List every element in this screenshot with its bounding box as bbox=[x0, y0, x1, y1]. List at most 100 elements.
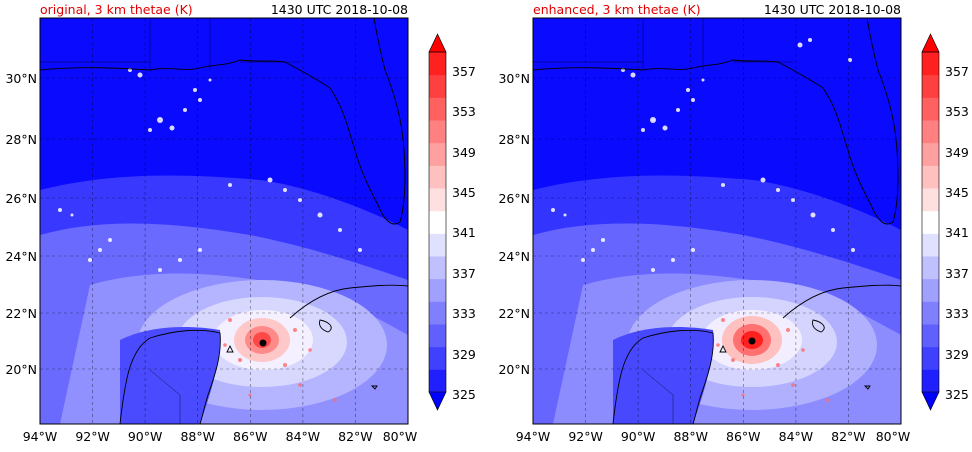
colorbar-band bbox=[429, 301, 446, 325]
colorbar-band bbox=[922, 210, 939, 234]
colorbar-band bbox=[922, 324, 939, 348]
storm-center-marker bbox=[748, 337, 756, 345]
colorbar-tick: 345 bbox=[452, 185, 476, 200]
latitude-labels: 30°N 28°N 26°N 24°N 22°N 20°N bbox=[498, 71, 530, 377]
panel-timestamp: 1430 UTC 2018-10-08 bbox=[764, 2, 901, 17]
colorbar-tick: 333 bbox=[945, 306, 969, 321]
colorbar-band bbox=[922, 120, 939, 144]
colorbar-band bbox=[922, 301, 939, 325]
thetae-field bbox=[533, 18, 901, 424]
lat-label: 30°N bbox=[5, 71, 37, 86]
colorbar-band bbox=[922, 188, 939, 212]
colorbar-tick: 329 bbox=[945, 347, 969, 362]
colorbar-band bbox=[922, 256, 939, 280]
lat-label: 20°N bbox=[5, 362, 37, 377]
colorbar-band bbox=[922, 233, 939, 257]
colorbar-frame bbox=[428, 51, 447, 393]
colorbar-tick: 325 bbox=[945, 387, 969, 402]
lat-label: 20°N bbox=[498, 362, 530, 377]
colorbar-tick: 337 bbox=[945, 266, 969, 281]
lat-label: 26°N bbox=[5, 191, 37, 206]
colorbar-band bbox=[922, 346, 939, 370]
coastline bbox=[533, 18, 901, 424]
colorbar-band bbox=[429, 278, 446, 302]
colorbar-band bbox=[429, 52, 446, 76]
colorbar-band bbox=[429, 256, 446, 280]
lon-label: 90°W bbox=[128, 429, 163, 444]
colorbar-frame bbox=[921, 51, 940, 393]
lon-label: 92°W bbox=[75, 429, 110, 444]
graticule bbox=[40, 18, 408, 424]
colorbar-tick: 329 bbox=[452, 347, 476, 362]
lat-label: 30°N bbox=[498, 71, 530, 86]
graticule bbox=[533, 18, 901, 424]
colorbar-band bbox=[429, 74, 446, 98]
lon-label: 82°W bbox=[831, 429, 866, 444]
colorbar-tick: 345 bbox=[945, 185, 969, 200]
thetae-field bbox=[40, 18, 408, 424]
coastline bbox=[40, 18, 408, 424]
lon-label: 94°W bbox=[516, 429, 551, 444]
lon-label: 94°W bbox=[23, 429, 58, 444]
colorbar-band bbox=[429, 369, 446, 393]
colorbar-tick: 357 bbox=[945, 64, 969, 79]
map-panel-enhanced: enhanced, 3 km thetae (K) 1430 UTC 2018-… bbox=[498, 2, 968, 444]
colorbar-band bbox=[922, 142, 939, 166]
colorbar-tick: 353 bbox=[945, 104, 969, 119]
lat-label: 26°N bbox=[498, 191, 530, 206]
lon-label: 84°W bbox=[286, 429, 321, 444]
colorbar-extend-high bbox=[428, 33, 447, 53]
panel-timestamp: 1430 UTC 2018-10-08 bbox=[271, 2, 408, 17]
lat-label: 28°N bbox=[5, 132, 37, 147]
lon-label: 88°W bbox=[180, 429, 215, 444]
colorbar-band bbox=[429, 120, 446, 144]
lon-label: 82°W bbox=[338, 429, 373, 444]
lon-label: 86°W bbox=[233, 429, 268, 444]
colorbar-extend-low bbox=[921, 391, 940, 411]
colorbar-band bbox=[922, 74, 939, 98]
colorbar-extend-high bbox=[921, 33, 940, 53]
colorbar-tick: 341 bbox=[945, 225, 969, 240]
colorbar-band bbox=[922, 278, 939, 302]
colorbar-tick: 337 bbox=[452, 266, 476, 281]
longitude-labels: 94°W 92°W 90°W 88°W 86°W 84°W 82°W 80°W bbox=[516, 429, 911, 444]
colorbar-band bbox=[429, 346, 446, 370]
lon-label: 84°W bbox=[779, 429, 814, 444]
lon-label: 92°W bbox=[568, 429, 603, 444]
lat-label: 28°N bbox=[498, 132, 530, 147]
latitude-labels: 30°N 28°N 26°N 24°N 22°N 20°N bbox=[5, 71, 37, 377]
colorbar-tick: 357 bbox=[452, 64, 476, 79]
lon-label: 86°W bbox=[726, 429, 761, 444]
colorbar-tick: 349 bbox=[945, 145, 969, 160]
colorbar-band bbox=[429, 210, 446, 234]
panel-title: original, 3 km thetae (K) bbox=[40, 2, 193, 17]
colorbar-tick: 333 bbox=[452, 306, 476, 321]
colorbar-tick-labels: 325 329 333 337 341 345 349 353 357 bbox=[945, 64, 969, 402]
lat-label: 24°N bbox=[5, 249, 37, 264]
lat-label: 24°N bbox=[498, 249, 530, 264]
colorbar-band bbox=[922, 369, 939, 393]
longitude-labels: 94°W 92°W 90°W 88°W 86°W 84°W 82°W 80°W bbox=[23, 429, 418, 444]
lon-label: 80°W bbox=[383, 429, 418, 444]
storm-center-marker bbox=[259, 339, 267, 347]
colorbar-band bbox=[429, 324, 446, 348]
colorbar-band bbox=[429, 188, 446, 212]
colorbar-band bbox=[429, 233, 446, 257]
lat-label: 22°N bbox=[498, 306, 530, 321]
panel-title: enhanced, 3 km thetae (K) bbox=[533, 2, 701, 17]
colorbar-tick: 341 bbox=[452, 225, 476, 240]
lon-label: 88°W bbox=[673, 429, 708, 444]
colorbar-band bbox=[922, 97, 939, 121]
colorbar bbox=[921, 33, 940, 411]
lon-label: 80°W bbox=[876, 429, 911, 444]
colorbar-tick: 353 bbox=[452, 104, 476, 119]
lon-label: 90°W bbox=[621, 429, 656, 444]
map-panel-original: original, 3 km thetae (K) 1430 UTC 2018-… bbox=[5, 2, 475, 444]
colorbar-tick-labels: 325 329 333 337 341 345 349 353 357 bbox=[452, 64, 476, 402]
colorbar-band bbox=[922, 52, 939, 76]
colorbar-band bbox=[922, 165, 939, 189]
colorbar-extend-low bbox=[428, 391, 447, 411]
colorbar-band bbox=[429, 97, 446, 121]
colorbar-band bbox=[429, 142, 446, 166]
